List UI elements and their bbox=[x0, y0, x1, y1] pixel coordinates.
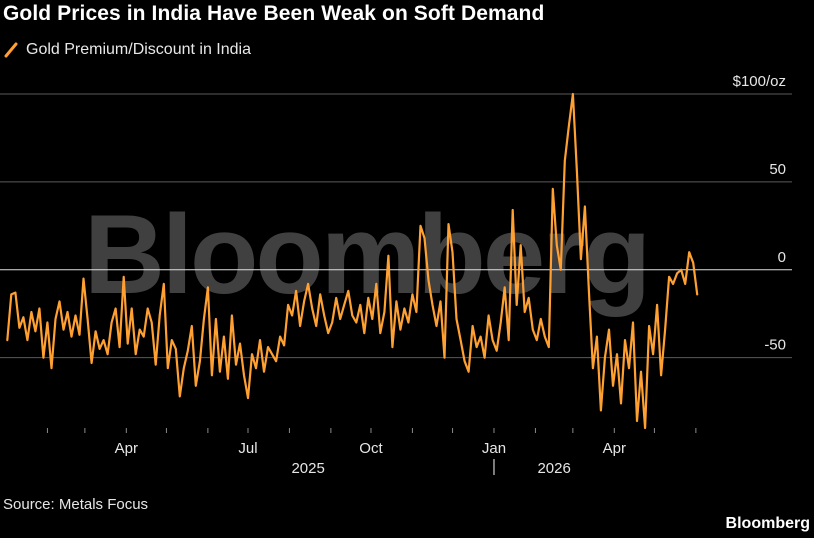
x-tick-label: Oct bbox=[359, 440, 383, 457]
y-tick-label: 50 bbox=[769, 161, 786, 178]
series-line bbox=[6, 92, 699, 430]
x-tick-label: Jul bbox=[238, 440, 257, 457]
series-layer bbox=[6, 92, 699, 430]
x-tick-label: Jan bbox=[482, 440, 506, 457]
chart-legend: Gold Premium/Discount in India bbox=[4, 41, 251, 59]
x-tick-label: Apr bbox=[115, 440, 138, 457]
y-tick-label: 0 bbox=[778, 249, 786, 266]
bloomberg-logo: Bloomberg bbox=[725, 515, 810, 532]
x-tick-label: Apr bbox=[603, 440, 626, 457]
source-note: Source: Metals Focus bbox=[3, 496, 149, 513]
legend-label: Gold Premium/Discount in India bbox=[26, 41, 251, 58]
y-tick-label: -50 bbox=[764, 337, 786, 354]
y-tick-label: $100/oz bbox=[733, 73, 786, 90]
x-year-label: 2025 bbox=[291, 460, 324, 477]
y-axis-ticks: $100/oz 50 0 -50 bbox=[733, 73, 786, 354]
x-year-label: 2026 bbox=[537, 460, 570, 477]
chart-title: Gold Prices in India Have Been Weak on S… bbox=[3, 2, 545, 25]
x-axis: Apr Jul Oct Jan Apr 2025 2026 bbox=[46, 428, 697, 477]
legend-line-icon bbox=[4, 42, 18, 58]
